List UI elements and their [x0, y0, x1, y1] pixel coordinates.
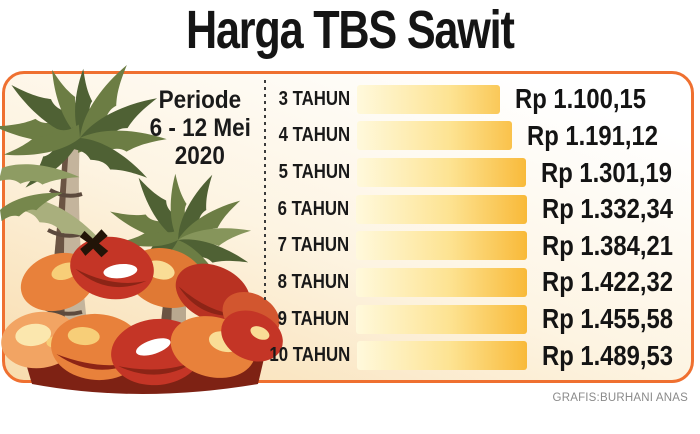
category-label: 9 TAHUN — [277, 307, 350, 330]
value-bar — [356, 267, 527, 297]
value-bar — [357, 341, 527, 371]
value-label: Rp 1.100,15 — [515, 83, 646, 115]
palm-fruit-pile-icon — [1, 229, 283, 394]
bar-chart: 3 TAHUN Rp 1.100,15 4 TAHUN Rp 1.191,12 5 TA… — [264, 81, 696, 374]
chart-row: 4 TAHUN Rp 1.191,12 — [264, 118, 696, 155]
page-title: Harga TBS Sawit — [186, 0, 515, 60]
chart-row: 7 TAHUN Rp 1.384,21 — [264, 228, 696, 265]
value-label: Rp 1.301,19 — [541, 156, 672, 188]
palm-oil-illustration — [0, 63, 283, 394]
dashed-divider — [264, 80, 266, 302]
period-label: Periode 6 - 12 Mei 2020 — [130, 86, 270, 170]
category-label: 4 TAHUN — [278, 124, 350, 147]
chart-row: 3 TAHUN Rp 1.100,15 — [264, 81, 696, 118]
category-label: 6 TAHUN — [277, 197, 350, 220]
value-label: Rp 1.455,58 — [541, 303, 673, 335]
value-bar — [357, 158, 526, 188]
value-label: Rp 1.422,32 — [541, 266, 673, 298]
category-label: 3 TAHUN — [278, 87, 350, 110]
category-label: 10 TAHUN — [269, 344, 350, 367]
value-label: Rp 1.384,21 — [541, 229, 673, 261]
category-label: 7 TAHUN — [277, 234, 350, 257]
chart-row: 9 TAHUN Rp 1.455,58 — [264, 301, 696, 338]
value-label: Rp 1.332,34 — [541, 193, 673, 225]
value-label: Rp 1.191,12 — [527, 119, 658, 151]
period-line-2: 6 - 12 Mei — [149, 114, 251, 142]
period-line-1: Periode — [158, 86, 242, 114]
graphics-credit: GRAFIS:BURHANI ANAS — [552, 392, 688, 404]
chart-row: 5 TAHUN Rp 1.301,19 — [264, 154, 696, 191]
period-line-3: 2020 — [174, 142, 226, 170]
category-label: 5 TAHUN — [278, 161, 350, 184]
value-bar — [357, 84, 500, 114]
value-label: Rp 1.489,53 — [541, 339, 673, 371]
value-bar — [356, 231, 527, 261]
value-bar — [356, 304, 527, 334]
value-bar — [357, 121, 512, 151]
chart-row: 8 TAHUN Rp 1.422,32 — [264, 264, 696, 301]
category-label: 8 TAHUN — [277, 270, 350, 293]
chart-row: 10 TAHUN Rp 1.489,53 — [264, 337, 696, 374]
chart-row: 6 TAHUN Rp 1.332,34 — [264, 191, 696, 228]
value-bar — [356, 194, 527, 224]
